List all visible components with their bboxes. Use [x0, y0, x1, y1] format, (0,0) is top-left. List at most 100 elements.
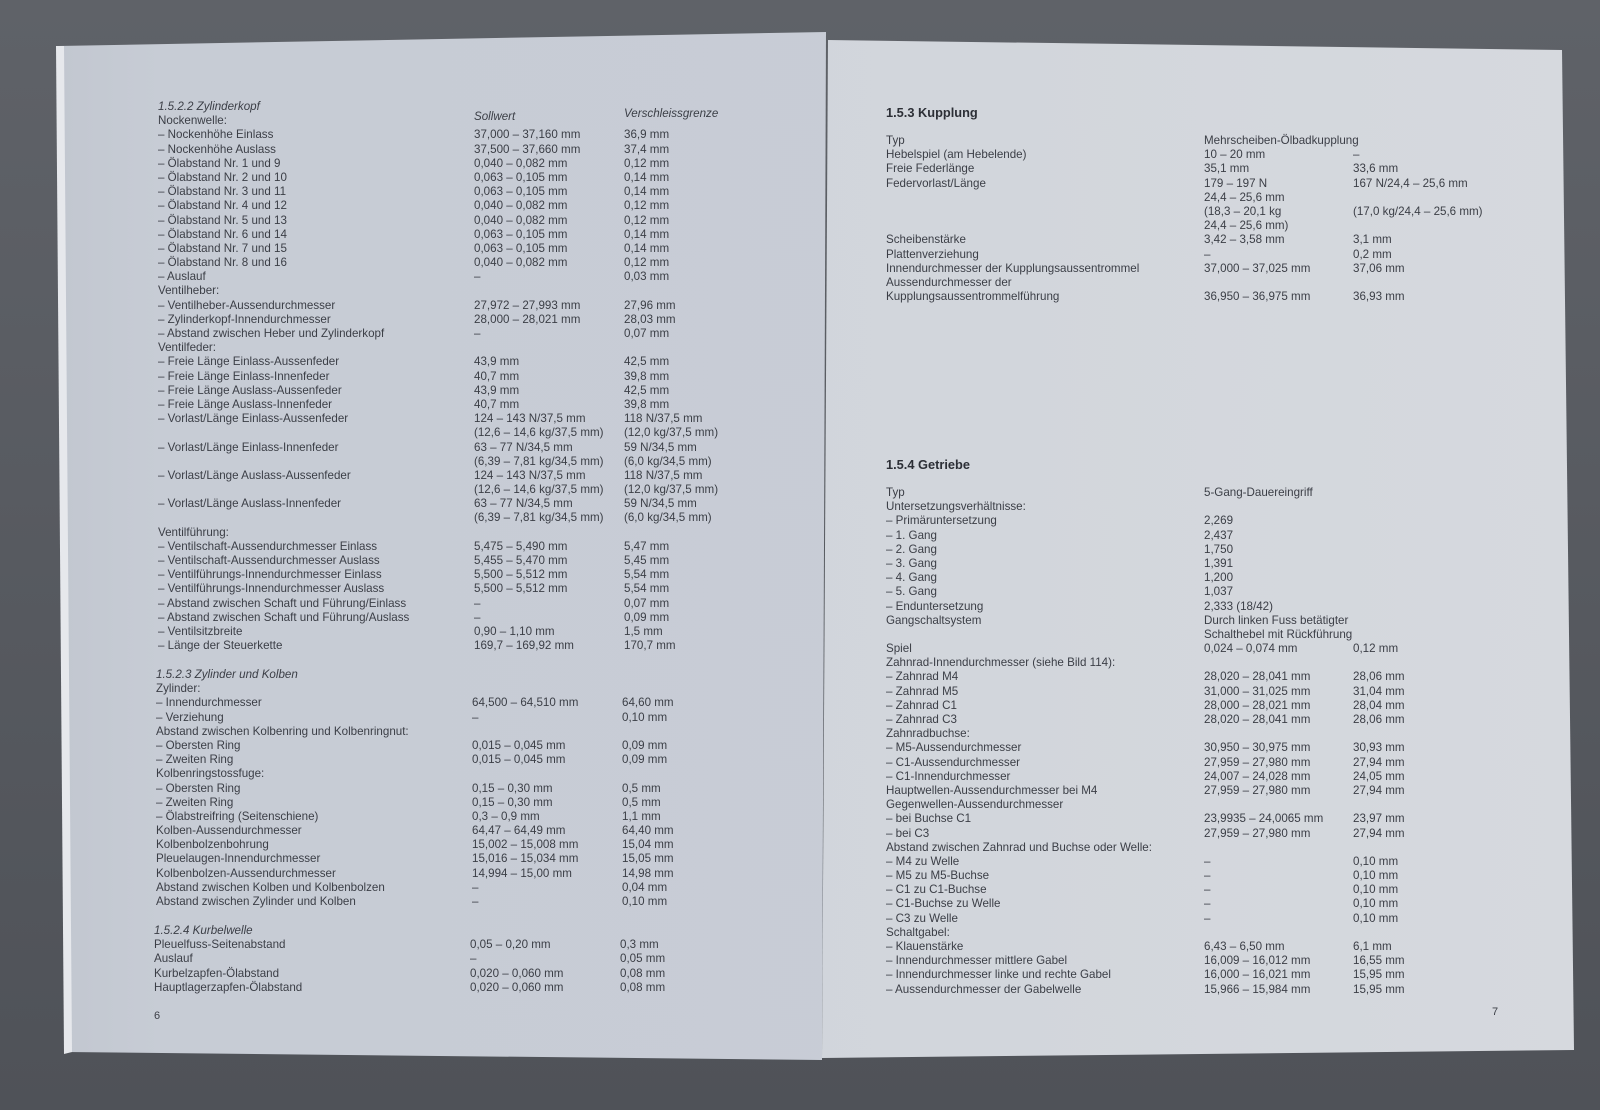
spec-row: – C1-Buchse zu Welle – 0,10 mm: [886, 897, 1398, 911]
spec-label: – Innendurchmesser linke und rechte Gabe…: [886, 968, 1111, 982]
spec-row: – Ölabstand Nr. 2 und 10 0,063 – 0,105 mm…: [158, 171, 669, 185]
wear-limit-value: 14,98 mm: [622, 866, 674, 880]
spec-row: Typ Mehrscheiben-Ölbadkupplung: [886, 134, 1359, 148]
spec-row: Schalthebel mit Rückführung: [886, 628, 1352, 642]
nominal-value: 0,020 – 0,060 mm: [470, 966, 564, 980]
spec-label: – Obersten Ring: [156, 781, 241, 795]
nominal-value: 1,200: [1204, 571, 1234, 585]
spec-label: Zahnrad-Innendurchmesser (siehe Bild 114…: [886, 656, 1116, 670]
wear-limit-value: 15,95 mm: [1353, 968, 1405, 982]
wear-limit-value: 64,60 mm: [622, 696, 674, 710]
spec-row: (12,6 – 14,6 kg/37,5 mm) (12,0 kg/37,5 mm…: [158, 426, 718, 440]
spec-label: – Aussendurchmesser der Gabelwelle: [886, 982, 1082, 996]
spec-label: Nockenwelle:: [158, 114, 227, 128]
wear-limit-value: 36,93 mm: [1353, 290, 1405, 304]
spec-row: – Klauenstärke 6,43 – 6,50 mm 6,1 mm: [886, 940, 1392, 954]
wear-limit-value: 0,09 mm: [622, 753, 668, 767]
wear-limit-value: (6,0 kg/34,5 mm): [624, 454, 712, 468]
spec-row: – Abstand zwischen Schaft und Führung/Ei…: [158, 597, 669, 611]
spec-row: Spiel 0,024 – 0,074 mm 0,12 mm: [886, 642, 1398, 656]
nominal-value: 37,500 – 37,660 mm: [474, 142, 581, 156]
wear-limit-value: 42,5 mm: [624, 383, 670, 397]
wear-limit-value: 0,2 mm: [1353, 247, 1392, 261]
spec-row: – 1. Gang 2,437: [886, 529, 1233, 543]
spec-label: – Zahnrad C3: [886, 713, 957, 726]
nominal-value: 28,000 – 28,021 mm: [1204, 698, 1311, 712]
spec-label: – Enduntersetzung: [886, 599, 984, 613]
spec-row: Kolben-Aussendurchmesser 64,47 – 64,49 mm…: [156, 824, 674, 838]
spec-row: Zahnrad-Innendurchmesser (siehe Bild 114…: [886, 656, 1115, 670]
spec-row: Scheibenstärke 3,42 – 3,58 mm 3,1 mm: [886, 233, 1392, 247]
spec-row: – Obersten Ring 0,015 – 0,045 mm 0,09 mm: [156, 739, 667, 753]
spec-label: Typ: [886, 134, 905, 147]
spec-row: – Primäruntersetzung 2,269: [886, 514, 1233, 528]
wear-limit-value: 37,4 mm: [624, 142, 670, 156]
spec-label: – Zahnrad C1: [886, 698, 957, 712]
nominal-value: 0,15 – 0,30 mm: [472, 781, 553, 795]
spec-row: – Ventilschaft-Aussendurchmesser Einlass…: [158, 540, 669, 554]
wear-limit-value: 0,03 mm: [624, 270, 670, 284]
spec-row: – Ölabstand Nr. 7 und 15 0,063 – 0,105 mm…: [158, 242, 669, 256]
wear-limit-value: 0,12 mm: [624, 213, 670, 227]
wear-limit-value: 0,12 mm: [624, 199, 670, 213]
section-zylinder-und-kolben: 1.5.2.3 Zylinder und Kolben Zylinder: – In…: [156, 668, 674, 909]
spec-label: – Verziehung: [156, 710, 224, 724]
nominal-value: (12,6 – 14,6 kg/37,5 mm): [474, 426, 604, 440]
spec-row: – Auslauf – 0,03 mm: [158, 270, 669, 284]
spec-row: Pleuelfuss-Seitenabstand 0,05 – 0,20 mm 0,…: [154, 938, 659, 952]
nominal-value: 27,972 – 27,993 mm: [474, 298, 581, 312]
spec-row: (18,3 – 20,1 kg (17,0 kg/24,4 – 25,6 mm): [886, 205, 1483, 219]
wear-limit-value: 39,8 mm: [624, 397, 670, 411]
spec-label: – M4 zu Welle: [886, 854, 960, 868]
wear-limit-value: 28,04 mm: [1353, 698, 1405, 712]
nominal-value: 23,9935 – 24,0065 mm: [1204, 812, 1324, 826]
spec-label: Plattenverziehung: [886, 247, 979, 261]
spec-label: – C3 zu Welle: [886, 911, 958, 925]
spec-row: Gegenwellen-Aussendurchmesser: [886, 798, 1063, 812]
spec-row: – Vorlast/Länge Einlass-Aussenfeder 124 –…: [158, 412, 702, 426]
spec-row: – M5 zu M5-Buchse – 0,10 mm: [886, 869, 1398, 883]
spec-label: Kupplungsaussentrommelführung: [886, 290, 1060, 304]
spec-label: – C1-Aussendurchmesser: [886, 755, 1021, 769]
spec-label: – M5 zu M5-Buchse: [886, 869, 990, 883]
nominal-value: 27,959 – 27,980 mm: [1204, 755, 1311, 769]
nominal-value: –: [1204, 897, 1211, 911]
spec-row: Hauptwellen-Aussendurchmesser bei M4 27,9…: [886, 784, 1405, 798]
spec-row: – Ventilheber-Aussendurchmesser 27,972 – …: [158, 299, 676, 313]
nominal-value: 27,959 – 27,980 mm: [1204, 783, 1311, 797]
wear-limit-value: 0,10 mm: [622, 710, 668, 724]
spec-row: Nockenwelle:: [158, 114, 260, 128]
spec-row: Typ 5-Gang-Dauereingriff: [886, 486, 1313, 500]
nominal-value: 179 – 197 N: [1204, 176, 1268, 190]
page-number-left: 6: [154, 1010, 161, 1022]
spec-label: – Nockenhöhe Auslass: [158, 142, 276, 156]
spec-row: Innendurchmesser der Kupplungsaussentrom…: [886, 262, 1405, 276]
spec-row: – Innendurchmesser linke und rechte Gabe…: [886, 968, 1405, 982]
nominal-value: 28,020 – 28,041 mm: [1204, 713, 1311, 726]
nominal-value: 24,4 – 25,6 mm): [1204, 219, 1289, 233]
wear-limit-value: 24,05 mm: [1353, 769, 1405, 783]
wear-limit-value: 27,94 mm: [1353, 826, 1405, 840]
spec-label: Hauptwellen-Aussendurchmesser bei M4: [886, 783, 1098, 797]
spec-label: – Abstand zwischen Schaft und Führung/Ei…: [158, 596, 407, 610]
spec-label: – Innendurchmesser mittlere Gabel: [886, 954, 1068, 968]
spec-label: – Ölabstand Nr. 5 und 13: [158, 213, 287, 227]
section-kupplung: 1.5.3 Kupplung Typ Mehrscheiben-Ölbadkuppl…: [886, 106, 1483, 304]
spec-row: Hauptlagerzapfen-Ölabstand 0,020 – 0,060 …: [154, 981, 665, 995]
spec-row: – Zylinderkopf-Innendurchmesser 28,000 – …: [158, 313, 676, 327]
wear-limit-value: 28,03 mm: [624, 312, 676, 326]
wear-limit-value: (12,0 kg/37,5 mm): [624, 483, 719, 497]
wear-limit-value: –: [1353, 148, 1360, 162]
spec-label: – Nockenhöhe Einlass: [158, 128, 274, 142]
spec-label: – Ölabstand Nr. 6 und 14: [158, 227, 287, 241]
wear-limit-value: 0,14 mm: [624, 241, 670, 255]
spec-row: – C1-Aussendurchmesser 27,959 – 27,980 mm…: [886, 756, 1405, 770]
spec-row: – 2. Gang 1,750: [886, 543, 1233, 557]
spec-label: – Ventilschaft-Aussendurchmesser Auslass: [158, 554, 380, 567]
spec-label: – Ventilheber-Aussendurchmesser: [158, 298, 336, 312]
nominal-value: 63 – 77 N/34,5 mm: [474, 440, 573, 454]
spec-label: – Länge der Steuerkette: [158, 639, 283, 653]
section-title: 1.5.2.2 Zylinderkopf: [158, 100, 260, 113]
spec-row: Plattenverziehung – 0,2 mm: [886, 247, 1392, 262]
spec-row: – Zahnrad M5 31,000 – 31,025 mm 31,04 mm: [886, 685, 1405, 699]
